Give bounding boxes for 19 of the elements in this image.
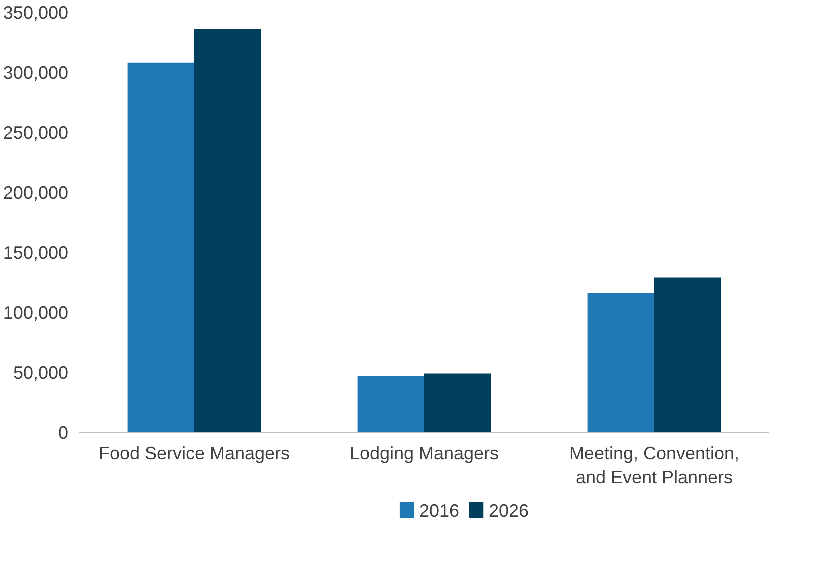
x-tick-label: Lodging Managers — [350, 444, 500, 464]
legend-label: 2016 — [420, 501, 460, 521]
bar — [654, 278, 722, 432]
x-tick-label: Meeting, Convention, and Event Planners — [569, 444, 740, 488]
y-tick-label: 350,000 — [3, 3, 69, 23]
y-tick-label: 250,000 — [3, 123, 69, 143]
y-tick-label: 100,000 — [3, 303, 69, 323]
legend-label: 2026 — [488, 501, 530, 521]
bar — [588, 293, 654, 432]
y-tick-label: 0 — [58, 423, 69, 443]
y-tick-label: 150,000 — [3, 243, 69, 263]
bar — [128, 62, 194, 432]
y-tick-label: 300,000 — [3, 63, 69, 83]
bar — [358, 376, 424, 432]
y-tick-label: 50,000 — [13, 363, 69, 383]
y-tick-label: 200,000 — [3, 183, 69, 203]
x-tick-label: Food Service Managers — [98, 444, 290, 464]
bar — [194, 29, 262, 432]
bar — [424, 374, 492, 432]
